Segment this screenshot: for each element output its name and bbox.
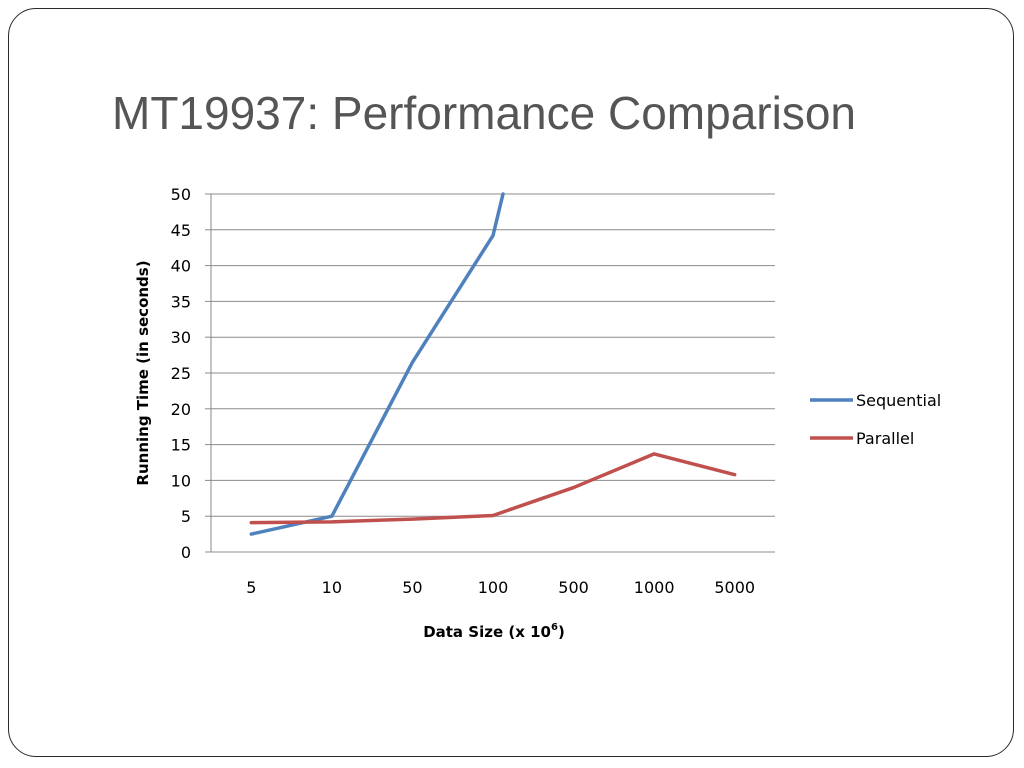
x-tick-label: 10 xyxy=(322,578,342,597)
legend-label-sequential: Sequential xyxy=(856,391,941,410)
y-tick-labels: 0 5 10 15 20 25 30 35 40 45 50 xyxy=(171,185,191,562)
x-tick-label: 5 xyxy=(246,578,256,597)
y-tick-label: 35 xyxy=(171,292,191,311)
y-tick-label: 30 xyxy=(171,328,191,347)
y-tick-label: 40 xyxy=(171,257,191,276)
grid-lines xyxy=(205,193,775,553)
legend-label-parallel: Parallel xyxy=(856,429,914,448)
y-tick-label: 45 xyxy=(171,221,191,240)
y-tick-label: 25 xyxy=(171,364,191,383)
y-tick-label: 0 xyxy=(181,543,191,562)
x-axis-label-main: Data Size (x 10 xyxy=(423,623,551,641)
slide-frame xyxy=(8,8,1014,757)
y-tick-label: 10 xyxy=(171,471,191,490)
x-tick-label: 50 xyxy=(402,578,422,597)
x-tick-labels: 5 10 50 100 500 1000 5000 xyxy=(246,578,755,597)
series-line-parallel xyxy=(249,452,737,525)
x-axis-label-superscript: 6 xyxy=(551,622,558,633)
x-tick-label: 5000 xyxy=(714,578,755,597)
y-tick-label: 15 xyxy=(171,436,191,455)
x-axis-label-suffix: ) xyxy=(558,623,565,641)
y-tick-label: 5 xyxy=(181,507,191,526)
x-tick-label: 100 xyxy=(478,578,509,597)
series-line-sequential xyxy=(249,192,505,536)
x-tick-label: 1000 xyxy=(634,578,675,597)
slide-title: MT19937: Performance Comparison xyxy=(112,87,856,139)
x-tick-label: 500 xyxy=(558,578,589,597)
series-lines xyxy=(249,192,737,536)
y-tick-label: 20 xyxy=(171,400,191,419)
y-axis-label: Running Time (in seconds) xyxy=(134,260,152,485)
y-tick-label: 50 xyxy=(171,185,191,204)
x-axis-label: Data Size (x 106) xyxy=(423,622,565,641)
legend: Sequential Parallel xyxy=(810,391,941,448)
